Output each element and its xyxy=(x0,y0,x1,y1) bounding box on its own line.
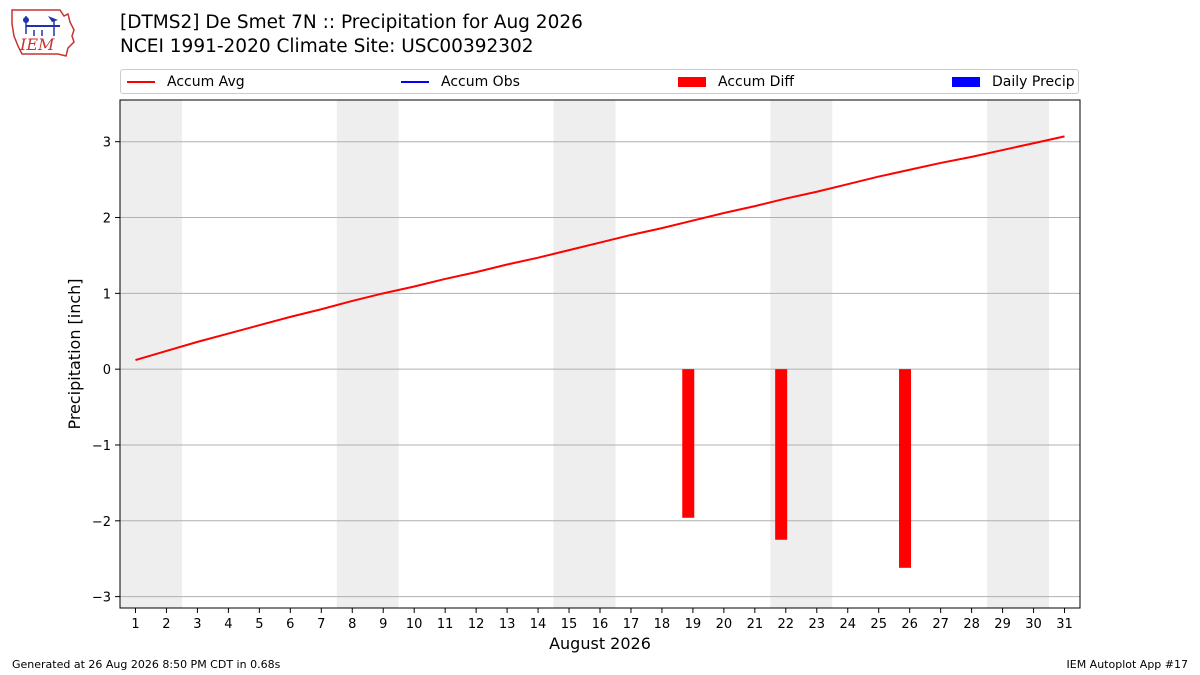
x-tick-label: 6 xyxy=(286,617,294,632)
legend-item-accum-diff: Accum Diff xyxy=(678,70,794,93)
y-tick-label: 1 xyxy=(103,287,111,302)
weekend-band xyxy=(120,100,182,608)
x-tick-label: 19 xyxy=(685,617,702,632)
chart-title: [DTMS2] De Smet 7N :: Precipitation for … xyxy=(120,12,583,33)
x-tick-label: 23 xyxy=(809,617,826,632)
weekend-band xyxy=(553,100,616,608)
iem-logo: IEM xyxy=(11,9,75,57)
legend-label: Daily Precip xyxy=(992,73,1075,90)
logo-text: IEM xyxy=(19,35,55,54)
x-tick-label: 15 xyxy=(561,617,578,632)
x-tick-label: 29 xyxy=(994,617,1011,632)
x-tick-label: 10 xyxy=(406,617,423,632)
x-tick-label: 21 xyxy=(747,617,764,632)
generated-timestamp: Generated at 26 Aug 2026 8:50 PM CDT in … xyxy=(12,658,281,671)
x-tick-label: 30 xyxy=(1025,617,1042,632)
x-tick-label: 31 xyxy=(1056,617,1073,632)
chart-subtitle: NCEI 1991-2020 Climate Site: USC00392302 xyxy=(120,36,534,57)
accum-diff-bar xyxy=(899,369,912,568)
accum-diff-bar xyxy=(775,369,788,540)
accum-diff-bar xyxy=(682,369,695,518)
x-axis-label: August 2026 xyxy=(549,634,651,653)
legend-item-accum-obs: Accum Obs xyxy=(401,70,520,93)
x-tick-label: 9 xyxy=(379,617,387,632)
x-tick-label: 18 xyxy=(654,617,671,632)
y-tick-label: −3 xyxy=(92,591,111,606)
x-tick-label: 26 xyxy=(901,617,918,632)
legend-label: Accum Avg xyxy=(167,73,245,90)
x-tick-label: 24 xyxy=(839,617,856,632)
x-tick-label: 22 xyxy=(778,617,795,632)
x-tick-label: 28 xyxy=(963,617,980,632)
x-tick-label: 7 xyxy=(317,617,325,632)
legend-swatch-box xyxy=(678,76,706,87)
y-tick-label: 0 xyxy=(103,363,111,378)
x-tick-label: 4 xyxy=(224,617,232,632)
weekend-band xyxy=(336,100,399,608)
legend-label: Accum Diff xyxy=(718,73,795,90)
x-tick-label: 5 xyxy=(255,617,263,632)
x-tick-label: 25 xyxy=(870,617,887,632)
legend-swatch-line xyxy=(401,80,429,83)
x-tick-label: 14 xyxy=(530,617,547,632)
x-tick-label: 8 xyxy=(348,617,356,632)
weekend-band xyxy=(987,100,1050,608)
x-tick-label: 20 xyxy=(716,617,733,632)
legend-item-accum-avg: Accum Avg xyxy=(127,70,245,93)
x-tick-label: 16 xyxy=(592,617,609,632)
x-tick-label: 1 xyxy=(131,617,139,632)
x-tick-label: 13 xyxy=(499,617,516,632)
legend-swatch-line xyxy=(127,80,155,83)
x-tick-label: 17 xyxy=(623,617,640,632)
legend-label: Accum Obs xyxy=(441,73,520,90)
x-tick-label: 3 xyxy=(193,617,201,632)
y-tick-label: 2 xyxy=(103,212,111,227)
app-credit: IEM Autoplot App #17 xyxy=(1066,658,1189,671)
chart-legend: Accum Avg Accum Obs Accum Diff Daily Pre… xyxy=(120,69,1079,94)
y-tick-label: −2 xyxy=(92,515,111,530)
x-tick-label: 11 xyxy=(437,617,454,632)
legend-swatch-box xyxy=(952,76,980,87)
y-axis-label: Precipitation [inch] xyxy=(65,278,84,429)
legend-item-daily-precip: Daily Precip xyxy=(952,70,1075,93)
x-tick-label: 27 xyxy=(932,617,949,632)
y-tick-label: 3 xyxy=(103,136,111,151)
x-tick-label: 12 xyxy=(468,617,485,632)
x-tick-label: 2 xyxy=(162,617,170,632)
y-tick-label: −1 xyxy=(92,439,111,454)
